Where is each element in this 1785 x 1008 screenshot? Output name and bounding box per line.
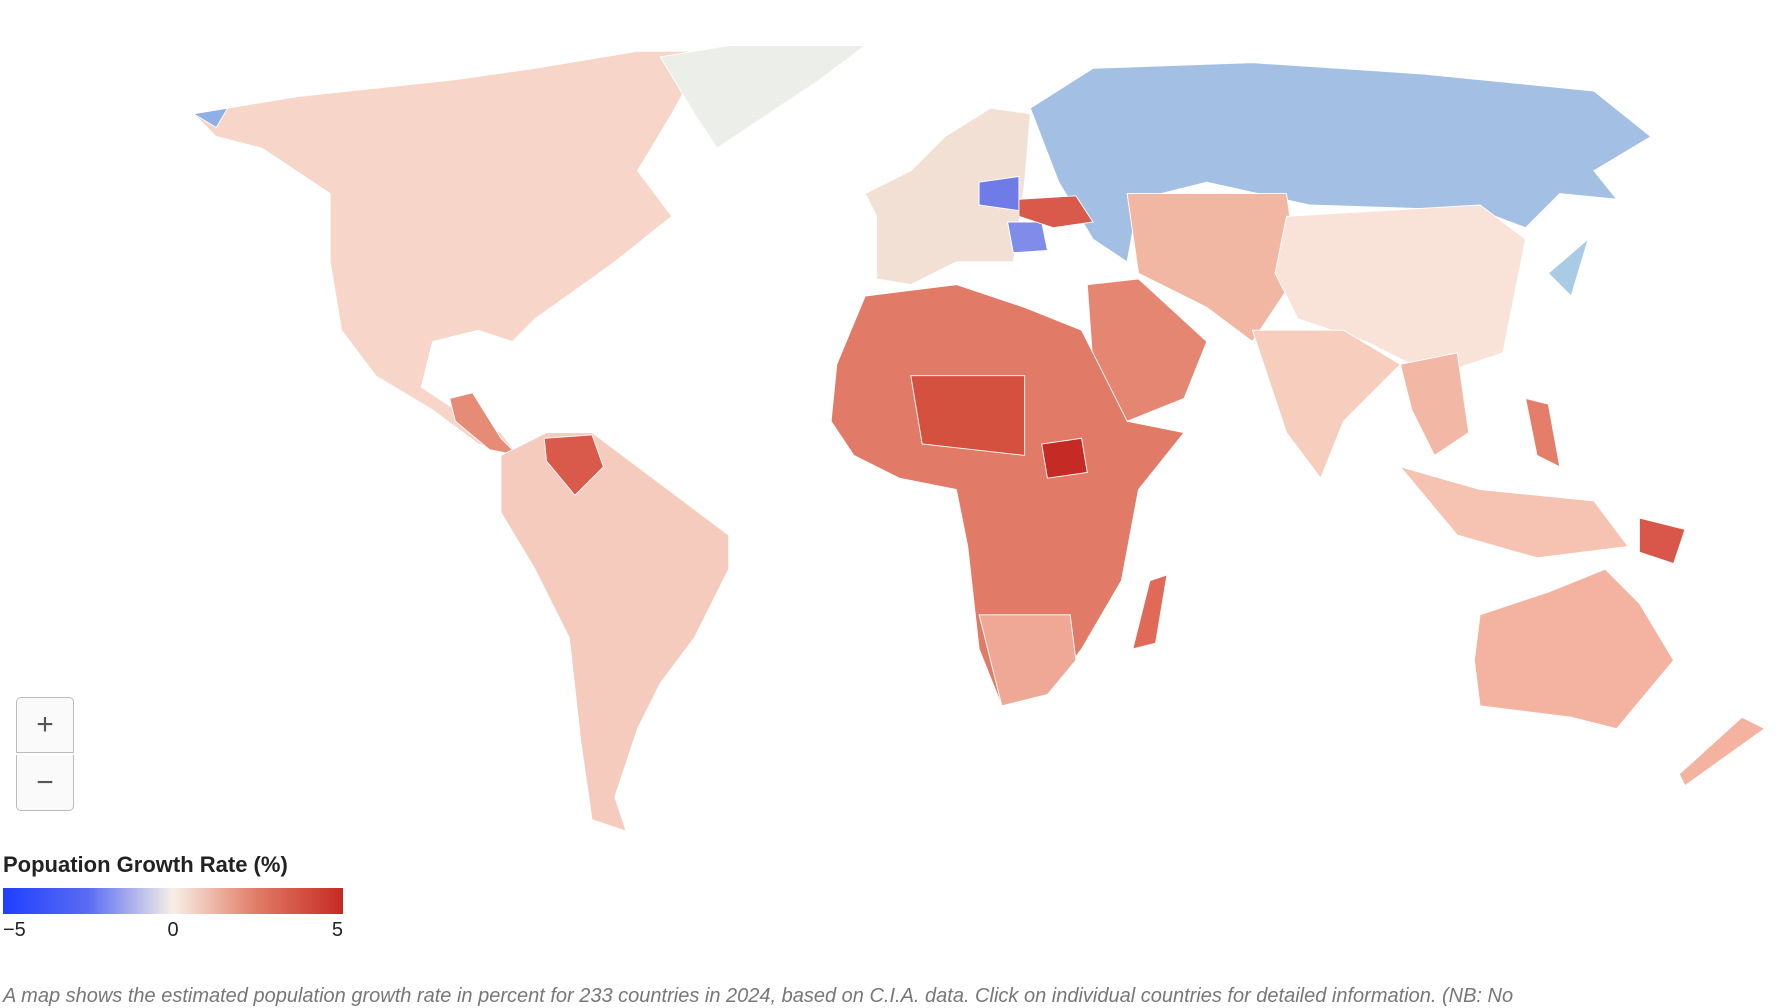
region[interactable] (910, 375, 1026, 456)
region[interactable] (1547, 237, 1590, 297)
world-map (192, 45, 1766, 832)
legend-tick-label: 0 (167, 919, 178, 941)
legend: Popuation Growth Rate (%) −5 0 5 (3, 852, 363, 953)
region[interactable] (1041, 437, 1088, 479)
color-scale: −5 0 5 (3, 888, 343, 941)
region[interactable] (1126, 193, 1299, 343)
region[interactable] (1018, 195, 1094, 229)
region[interactable] (1399, 465, 1629, 559)
region[interactable] (543, 434, 604, 496)
zoom-in-button[interactable]: + (16, 697, 74, 753)
region[interactable] (1251, 329, 1402, 480)
region[interactable] (1678, 716, 1766, 787)
region[interactable] (1473, 568, 1675, 730)
legend-tick-label: 5 (332, 919, 343, 941)
legend-title: Popuation Growth Rate (%) (3, 852, 288, 877)
legend-tick-label: −5 (3, 919, 26, 941)
zoom-out-button[interactable]: − (16, 755, 74, 811)
color-bar (3, 888, 343, 914)
region[interactable] (978, 614, 1077, 707)
region[interactable] (192, 50, 707, 457)
caption: A map shows the estimated population gro… (3, 985, 1514, 1007)
region[interactable] (1525, 397, 1561, 468)
region[interactable] (1638, 517, 1686, 565)
region[interactable] (500, 432, 730, 832)
region[interactable] (1007, 221, 1048, 254)
region[interactable] (1029, 62, 1652, 263)
region[interactable] (659, 45, 867, 149)
region[interactable] (978, 175, 1020, 212)
region[interactable] (1132, 574, 1168, 650)
region[interactable] (1399, 352, 1470, 457)
region[interactable] (192, 107, 229, 129)
region[interactable] (1274, 204, 1527, 377)
